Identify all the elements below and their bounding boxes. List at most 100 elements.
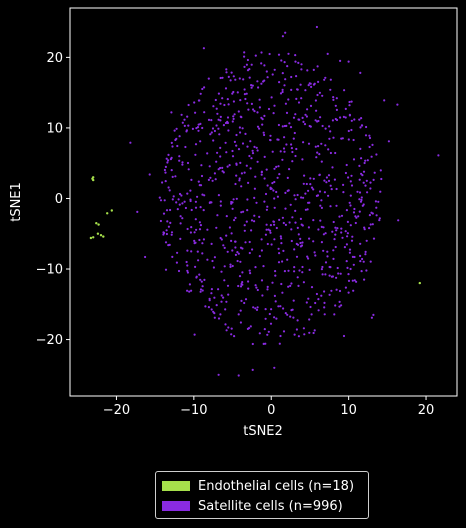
satellite-point [296, 88, 299, 91]
satellite-point [168, 189, 171, 192]
satellite-point [295, 328, 298, 331]
satellite-point [349, 194, 352, 197]
satellite-point [293, 194, 296, 197]
satellite-point [144, 255, 147, 259]
satellite-point [308, 331, 311, 334]
satellite-point [251, 342, 254, 346]
satellite-point [338, 305, 341, 308]
satellite-point [375, 214, 378, 217]
satellite-point [284, 223, 287, 226]
satellite-point [238, 77, 241, 80]
satellite-point [324, 232, 327, 235]
satellite-point [330, 289, 333, 292]
satellite-point [255, 308, 259, 311]
satellite-point [301, 224, 304, 227]
satellite-point [309, 183, 312, 186]
satellite-point [244, 97, 247, 101]
satellite-point [227, 326, 230, 329]
satellite-point [288, 168, 291, 171]
satellite-point [227, 129, 230, 132]
satellite-point [330, 188, 333, 191]
satellite-point [353, 279, 356, 282]
satellite-point [262, 80, 265, 83]
satellite-point [270, 96, 273, 99]
satellite-point [356, 190, 359, 193]
satellite-point [331, 275, 334, 278]
endothelial-point [89, 236, 93, 240]
satellite-point [178, 155, 181, 158]
satellite-point [208, 297, 211, 300]
satellite-point [263, 133, 266, 137]
satellite-point [364, 134, 368, 137]
satellite-point [181, 217, 184, 220]
satellite-point [300, 244, 304, 247]
satellite-point [280, 59, 283, 62]
satellite-point [185, 260, 188, 264]
satellite-point [323, 313, 326, 316]
satellite-point [237, 148, 241, 151]
satellite-point [319, 116, 322, 119]
satellite-point [312, 331, 315, 335]
satellite-point [201, 252, 204, 255]
satellite-point [194, 206, 198, 209]
satellite-point [345, 260, 348, 263]
satellite-point [210, 292, 213, 295]
satellite-point [290, 143, 293, 146]
satellite-point [294, 221, 297, 224]
satellite-point [245, 220, 248, 223]
satellite-point [217, 288, 220, 291]
satellite-point [318, 153, 321, 156]
satellite-point [339, 59, 342, 63]
satellite-point [269, 229, 272, 232]
satellite-point [190, 250, 193, 253]
satellite-point [348, 248, 352, 251]
satellite-point [336, 266, 339, 270]
satellite-point [231, 207, 234, 210]
satellite-point [169, 158, 172, 161]
x-tick-label: −20 [103, 403, 130, 418]
satellite-point [338, 289, 342, 293]
satellite-point [231, 92, 234, 95]
satellite-point [293, 333, 296, 336]
satellite-point [290, 228, 293, 231]
satellite-point [374, 200, 377, 203]
satellite-point [201, 193, 204, 196]
satellite-point [260, 173, 263, 176]
satellite-point [322, 226, 325, 229]
satellite-point [240, 185, 243, 188]
satellite-point [181, 161, 184, 164]
satellite-point [248, 68, 251, 71]
satellite-point [212, 105, 215, 108]
satellite-point [197, 99, 200, 102]
satellite-point [186, 264, 189, 267]
satellite-point [270, 243, 273, 246]
satellite-point [340, 214, 344, 217]
satellite-point [203, 278, 206, 281]
satellite-point [397, 219, 400, 222]
satellite-point [185, 130, 188, 133]
satellite-point [197, 129, 200, 132]
satellite-point [287, 285, 290, 288]
satellite-point [297, 101, 301, 104]
satellite-point [246, 58, 249, 62]
satellite-point [179, 215, 182, 218]
satellite-point [282, 249, 285, 252]
satellite-point [274, 274, 277, 277]
satellite-point [289, 126, 293, 129]
satellite-point [129, 141, 132, 144]
y-tick-label: −10 [36, 263, 63, 278]
satellite-point [183, 200, 186, 203]
satellite-point [269, 139, 272, 142]
satellite-point [295, 255, 299, 258]
satellite-point [258, 106, 261, 109]
satellite-point [252, 306, 255, 309]
satellite-point [307, 297, 310, 300]
satellite-point [273, 294, 276, 297]
satellite-point [199, 288, 203, 291]
satellite-point [226, 121, 229, 125]
satellite-point [267, 330, 270, 333]
x-axis-label: tSNE2 [243, 424, 283, 439]
satellite-point [178, 192, 182, 196]
satellite-point [260, 279, 264, 282]
satellite-point [301, 265, 304, 269]
